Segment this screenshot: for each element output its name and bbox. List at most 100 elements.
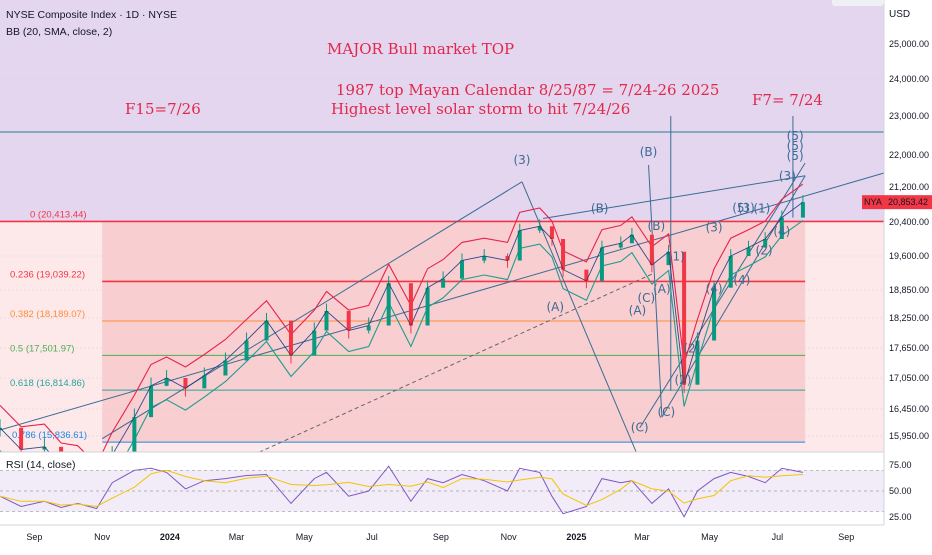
candle-body-44 xyxy=(800,202,805,218)
trend-line-1 xyxy=(101,181,523,440)
candle-body-22 xyxy=(425,287,430,326)
price-tick-8[interactable]: 18,250.00 xyxy=(889,313,929,323)
price-tick-7[interactable]: 18,850.00 xyxy=(889,285,929,295)
candle-body-17 xyxy=(324,311,329,331)
time-tick-5[interactable]: Jul xyxy=(366,532,378,542)
rsi-indicator-label[interactable]: RSI (14, close) xyxy=(6,459,76,471)
candle-body-19 xyxy=(366,325,371,331)
candle-body-11 xyxy=(202,375,207,389)
price-tick-1[interactable]: 24,000.00 xyxy=(889,74,929,84)
rsi-tick-0[interactable]: 75.00 xyxy=(889,460,912,470)
fib-retracement-box xyxy=(102,221,806,443)
fib-level-label-4: 0.618 (16,814.86) xyxy=(10,378,85,389)
candle-body-8 xyxy=(149,385,154,418)
wave-label-18: (C) xyxy=(637,291,655,305)
candle-body-42 xyxy=(763,239,768,248)
price-tick-12[interactable]: 15,950.00 xyxy=(889,431,929,441)
fib-level-label-0: 0 (20,413.44) xyxy=(30,209,87,220)
candle-body-27 xyxy=(517,230,522,261)
time-tick-3[interactable]: Mar xyxy=(229,532,245,542)
candle-body-43 xyxy=(779,217,784,239)
time-tick-6[interactable]: Sep xyxy=(433,532,449,542)
time-tick-11[interactable]: Jul xyxy=(772,532,784,542)
annotation-solar: Highest level solar storm to hit 7/24/26 xyxy=(331,100,631,118)
trend-line-3 xyxy=(542,175,806,219)
time-tick-0[interactable]: Sep xyxy=(26,532,42,542)
time-tick-10[interactable]: May xyxy=(701,532,719,542)
price-tick-6[interactable]: 19,600.00 xyxy=(889,251,929,261)
candle-body-25 xyxy=(482,256,487,261)
candle-body-10 xyxy=(183,378,188,389)
wave-label-19: (A) xyxy=(546,300,564,314)
rsi-tick-2[interactable]: 25.00 xyxy=(889,512,912,522)
price-tick-10[interactable]: 17,050.00 xyxy=(889,373,929,383)
candle-body-37 xyxy=(682,251,687,385)
currency-label[interactable]: USD xyxy=(889,9,911,20)
time-tick-9[interactable]: Mar xyxy=(634,532,650,542)
trend-line-6 xyxy=(169,273,653,494)
rsi-tick-1[interactable]: 50.00 xyxy=(889,486,912,496)
price-axis-bg xyxy=(884,0,932,550)
rsi-ma-line xyxy=(0,469,803,508)
bb-indicator-label[interactable]: BB (20, SMA, close, 2) xyxy=(6,26,113,38)
candle-body-32 xyxy=(599,247,604,281)
price-tick-4[interactable]: 21,200.00 xyxy=(889,182,929,192)
candle-body-21 xyxy=(408,283,413,326)
wave-label-0: (3) xyxy=(513,153,530,167)
price-badge-symbol-bg xyxy=(862,195,884,210)
upper-purple-zone xyxy=(0,0,884,222)
annotation-f7: F7= 7/24 xyxy=(752,91,823,109)
annotation-f15: F15=7/26 xyxy=(125,100,201,118)
fib-level-label-1: 0.236 (19,039.22) xyxy=(10,269,85,280)
time-tick-2[interactable]: 2024 xyxy=(160,532,180,542)
candle-body-33 xyxy=(618,243,623,248)
candle-body-40 xyxy=(728,256,733,288)
candle-body-24 xyxy=(459,260,464,279)
candle-body-9 xyxy=(164,378,169,386)
candle-body-1 xyxy=(19,427,24,450)
wave-label-22: (2) xyxy=(674,373,691,387)
candle-body-36 xyxy=(666,251,671,266)
wave-label-7: (5) xyxy=(732,201,749,215)
wave-label-23: (C) xyxy=(657,405,675,419)
time-tick-7[interactable]: Nov xyxy=(501,532,518,542)
wave-label-21: (2) xyxy=(683,342,700,356)
price-line xyxy=(0,201,804,488)
wave-label-11: (3) xyxy=(706,220,723,234)
bb-upper-band xyxy=(0,183,804,466)
top-toolbar-handle[interactable] xyxy=(832,0,884,6)
time-tick-8[interactable]: 2025 xyxy=(566,532,586,542)
candle-body-30 xyxy=(561,239,566,270)
time-tick-1[interactable]: Nov xyxy=(94,532,111,542)
wave-label-8: (3) xyxy=(738,201,755,215)
price-tick-5[interactable]: 20,400.00 xyxy=(889,217,929,227)
candle-body-35 xyxy=(649,234,654,266)
candle-body-38 xyxy=(695,340,700,385)
wave-label-5: (3) xyxy=(779,169,796,183)
price-badge-value[interactable]: 20,853.42 xyxy=(888,197,928,207)
price-tick-9[interactable]: 17,650.00 xyxy=(889,343,929,353)
price-tick-11[interactable]: 16,450.00 xyxy=(889,404,929,414)
wave-label-4: (5) xyxy=(787,149,804,163)
price-tick-3[interactable]: 22,000.00 xyxy=(889,150,929,160)
price-tick-2[interactable]: 23,000.00 xyxy=(889,111,929,121)
wave-label-17: (A) xyxy=(653,282,671,296)
trend-line-4 xyxy=(648,164,663,418)
wave-label-15: (4) xyxy=(733,273,750,287)
symbol-title[interactable]: NYSE Composite Index · 1D · NYSE xyxy=(6,9,177,21)
candle-body-26 xyxy=(505,256,510,261)
wave-label-1: (B) xyxy=(640,145,658,159)
price-tick-0[interactable]: 25,000.00 xyxy=(889,39,929,49)
wave-label-16: (4) xyxy=(706,281,723,295)
price-badge-bg xyxy=(884,195,932,210)
trend-line-9 xyxy=(639,162,806,429)
wave-label-2: (5) xyxy=(787,129,804,143)
rsi-line xyxy=(0,465,803,518)
time-tick-12[interactable]: Sep xyxy=(838,532,854,542)
time-tick-4[interactable]: May xyxy=(296,532,314,542)
wave-label-14: (4) xyxy=(773,225,790,239)
candle-body-2 xyxy=(42,446,47,450)
wave-label-20: (A) xyxy=(629,304,647,318)
